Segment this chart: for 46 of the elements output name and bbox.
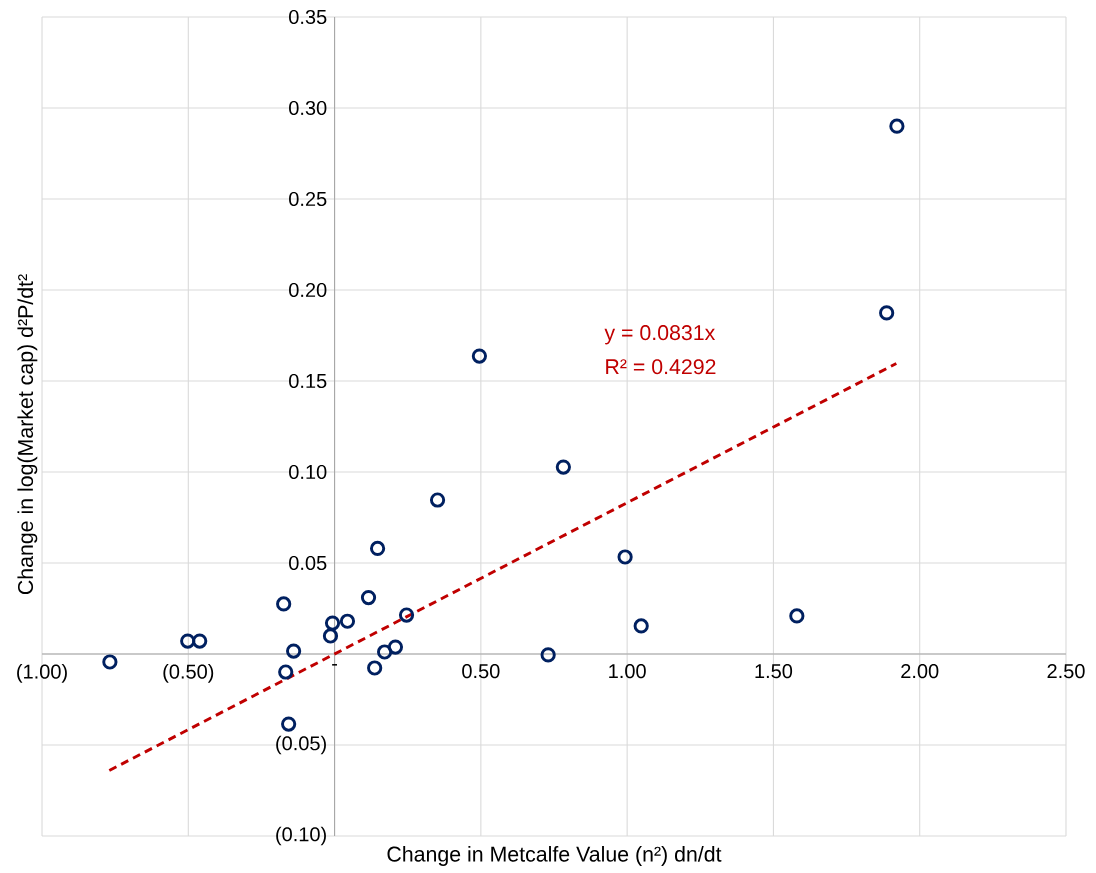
point bbox=[360, 589, 377, 606]
y-tick-label: 0.25 bbox=[289, 191, 327, 207]
y-axis-title: Change in log(Market cap) d²P/dt² bbox=[17, 274, 38, 595]
point bbox=[369, 540, 386, 557]
x-tick-label: 1.50 bbox=[755, 664, 793, 679]
y-tick-label: 0.05 bbox=[289, 555, 327, 571]
point bbox=[617, 549, 633, 565]
x-tick-label: - bbox=[332, 664, 338, 666]
y-tick-label: 0.10 bbox=[289, 464, 327, 480]
point bbox=[192, 633, 208, 649]
point bbox=[633, 618, 649, 634]
point bbox=[276, 596, 292, 612]
y-tick-label: 0.30 bbox=[289, 100, 327, 116]
point bbox=[387, 639, 404, 655]
point bbox=[102, 654, 118, 670]
x-tick-label: (0.50) bbox=[163, 664, 214, 683]
x-tick-label: 2.50 bbox=[1047, 664, 1085, 679]
y-tick-label: (0.05) bbox=[276, 735, 326, 755]
point bbox=[286, 643, 302, 659]
point bbox=[278, 664, 294, 680]
point bbox=[429, 492, 446, 508]
point bbox=[879, 305, 895, 321]
annotation: y = 0.0831x bbox=[604, 325, 716, 345]
y-tick-label: (0.10) bbox=[276, 826, 326, 846]
point bbox=[180, 633, 196, 649]
x-tick-label: 1.00 bbox=[609, 664, 646, 679]
x-tick-label: (1.00) bbox=[17, 664, 67, 683]
point bbox=[555, 459, 571, 475]
point bbox=[367, 660, 383, 676]
point bbox=[789, 608, 805, 624]
point bbox=[322, 628, 339, 644]
x-axis-title: Change in Metcalfe Value (n²) dn/dt bbox=[387, 846, 722, 866]
point bbox=[398, 607, 415, 623]
point bbox=[889, 118, 905, 134]
point bbox=[339, 613, 356, 629]
annotation: R² = 0.4292 bbox=[606, 359, 716, 375]
point bbox=[377, 644, 393, 660]
y-tick-label: 0.35 bbox=[289, 9, 327, 25]
point bbox=[324, 615, 341, 631]
point bbox=[281, 716, 297, 732]
x-tick-label: 0.50 bbox=[462, 664, 500, 679]
point bbox=[540, 647, 556, 663]
x-tick-label: 2.00 bbox=[901, 664, 939, 679]
y-tick-label: 0.15 bbox=[289, 373, 327, 389]
point bbox=[471, 348, 487, 364]
y-tick-label: 0.20 bbox=[289, 282, 327, 298]
